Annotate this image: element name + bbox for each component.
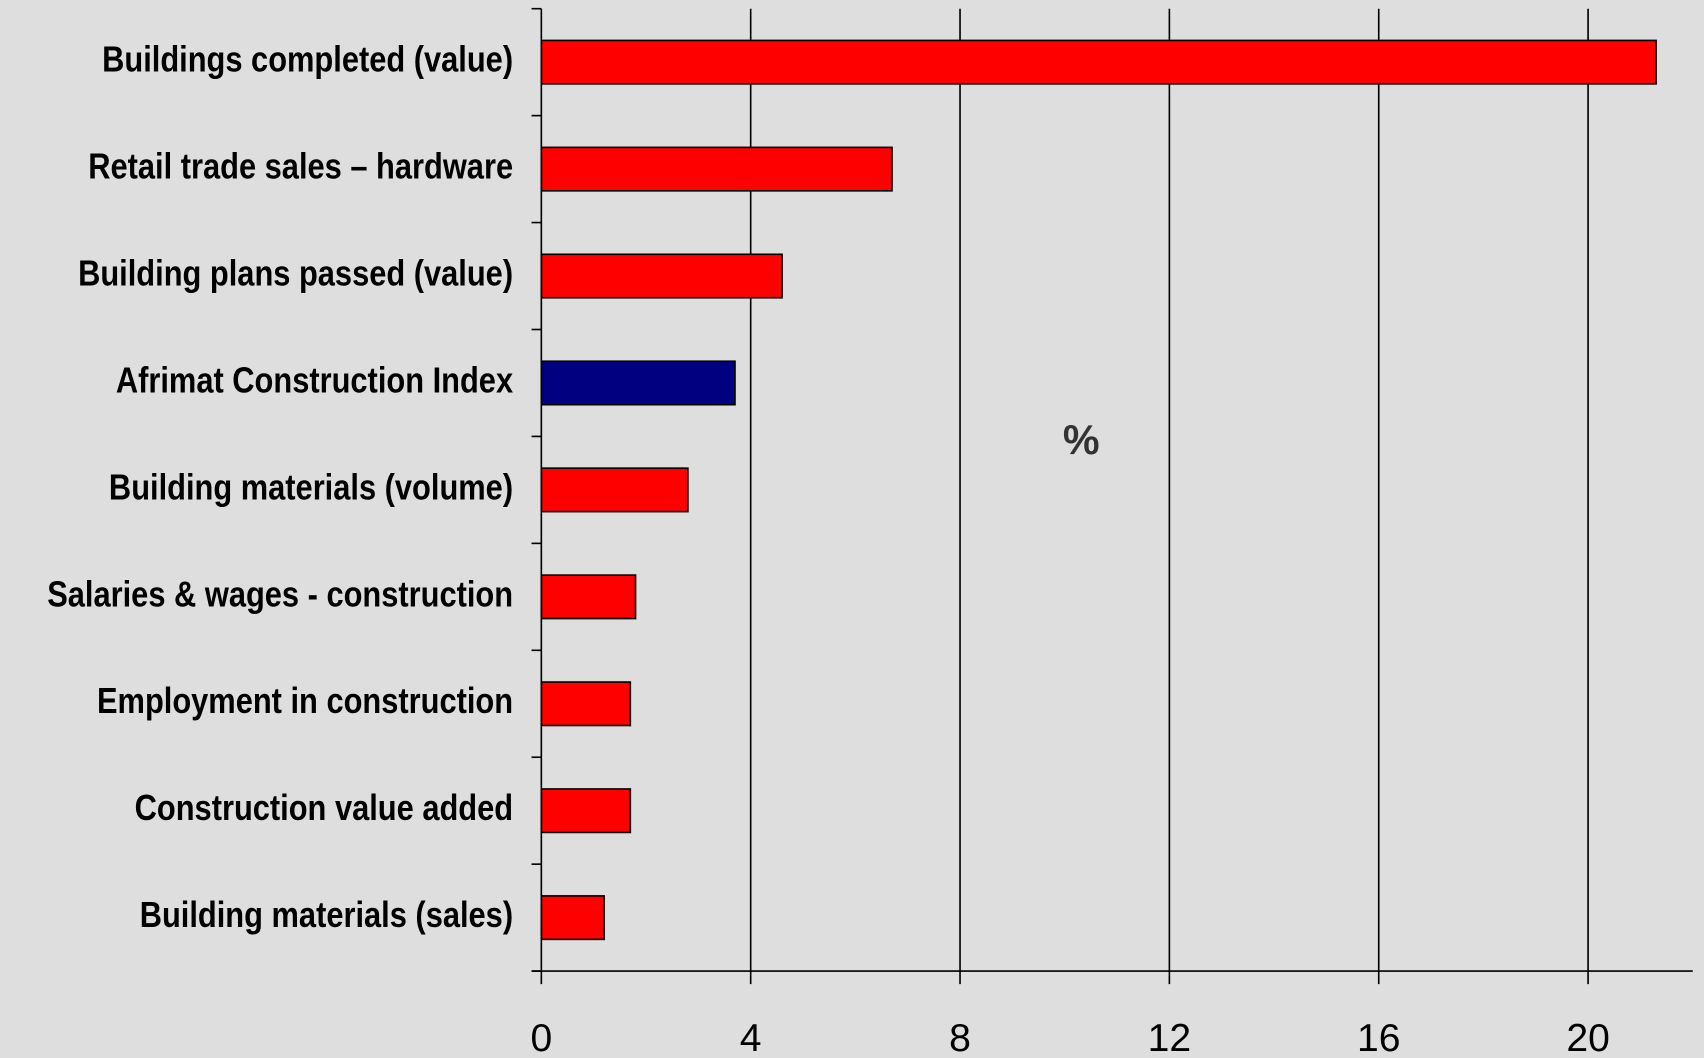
bar	[540, 574, 637, 620]
category-label: Building materials (volume)	[109, 468, 513, 508]
bar	[540, 681, 632, 727]
bar	[540, 788, 632, 834]
category-label: Building materials (sales)	[140, 896, 513, 936]
category-label: Salaries & wages - construction	[47, 575, 513, 615]
x-tick-label: 8	[949, 1017, 971, 1058]
bar	[540, 39, 1657, 85]
x-tick-label: 0	[530, 1017, 552, 1058]
bar	[540, 895, 605, 941]
category-label: Buildings completed (value)	[102, 41, 513, 81]
category-labels: Buildings completed (value) Retail trade …	[47, 41, 513, 936]
bar	[540, 253, 783, 299]
category-label: Employment in construction	[97, 682, 513, 722]
bar	[540, 146, 893, 192]
bar	[540, 360, 736, 406]
x-tick-label: 4	[740, 1017, 762, 1058]
annotation: %	[1063, 417, 1100, 463]
category-label: Afrimat Construction Index	[116, 361, 514, 401]
category-label: Construction value added	[135, 789, 513, 829]
category-label: Building plans passed (value)	[78, 254, 513, 294]
x-tick-label: 12	[1148, 1017, 1191, 1058]
category-label: Retail trade sales – hardware	[88, 147, 513, 187]
bar	[540, 467, 689, 513]
x-tick-label: 16	[1357, 1017, 1400, 1058]
x-tick-label: 20	[1566, 1017, 1609, 1058]
